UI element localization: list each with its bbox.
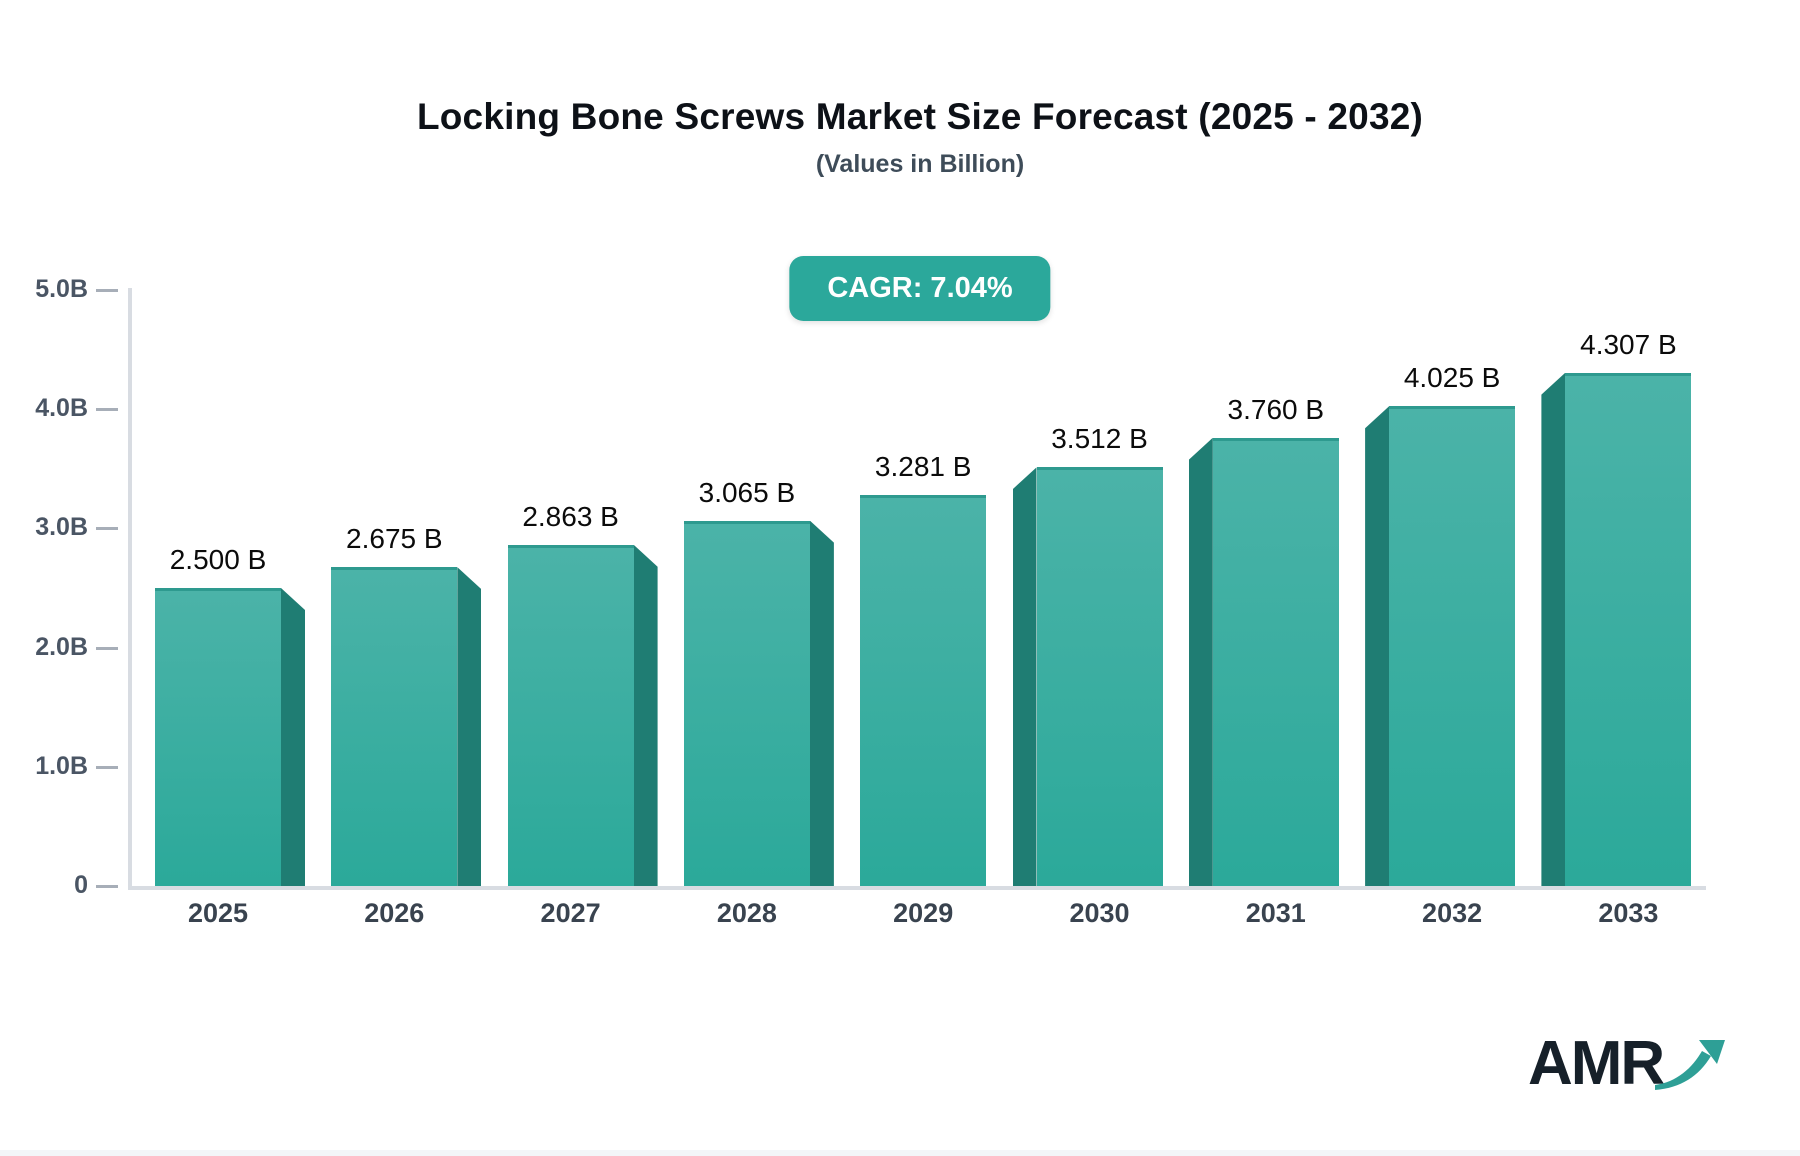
bar-3d-side <box>1012 467 1037 886</box>
bar-value-label: 3.760 B <box>1227 393 1325 425</box>
bar-value-label: 2.863 B <box>522 500 619 532</box>
bar-value-label: 3.512 B <box>1051 423 1148 455</box>
x-axis-label: 2031 <box>1245 898 1306 928</box>
bar-value-label: 2.675 B <box>346 523 443 555</box>
bar-value-label: 3.281 B <box>874 450 972 482</box>
y-tick-label: 2.0B <box>35 632 88 661</box>
bar-3d-side <box>809 520 834 886</box>
bar <box>1036 467 1163 886</box>
y-tick-mark <box>96 885 118 888</box>
y-tick-label: 3.0B <box>35 513 88 542</box>
y-tick-mark <box>96 765 118 769</box>
y-tick-label: 1.0B <box>35 751 88 780</box>
x-axis-label: 2028 <box>716 898 777 928</box>
y-tick-mark <box>96 408 118 412</box>
page-bottom-edge <box>0 1150 1800 1156</box>
bar <box>1212 437 1339 886</box>
bar-value-label: 3.065 B <box>698 476 796 508</box>
x-axis-label: 2029 <box>893 898 954 928</box>
growth-arrow-icon <box>1655 1040 1726 1090</box>
bar-3d-side <box>1365 406 1390 886</box>
bar <box>1389 406 1516 886</box>
bar <box>1565 372 1692 886</box>
y-axis-line <box>128 288 132 890</box>
cagr-badge: CAGR: 7.04% <box>789 256 1051 321</box>
bar <box>331 567 458 886</box>
bar <box>507 544 634 886</box>
y-tick-label: 5.0B <box>35 275 88 303</box>
bar <box>683 520 810 886</box>
bar <box>860 494 987 886</box>
x-axis-label: 2030 <box>1069 898 1130 928</box>
x-axis-label: 2033 <box>1598 898 1659 928</box>
x-axis-line <box>128 886 1706 890</box>
x-axis-label: 2027 <box>540 898 601 928</box>
x-axis-label: 2026 <box>364 898 425 928</box>
y-tick-label: 0 <box>74 871 88 899</box>
amr-logo: AMR <box>1528 1032 1727 1098</box>
amr-logo-text: AMR <box>1528 1029 1665 1098</box>
x-axis-label: 2025 <box>187 898 249 928</box>
bar-value-label: 4.025 B <box>1403 362 1501 394</box>
bar-3d-side <box>633 544 658 886</box>
y-tick-mark <box>96 646 118 650</box>
y-tick-mark <box>96 289 118 292</box>
bar-value-label: 2.500 B <box>169 544 267 575</box>
bar-3d-side <box>457 567 482 886</box>
bar <box>155 588 281 886</box>
chart-title: Locking Bone Screws Market Size Forecast… <box>416 96 1424 137</box>
bar-3d-side <box>1541 372 1566 886</box>
bar-3d-side <box>281 588 305 886</box>
x-axis-label: 2032 <box>1422 898 1483 928</box>
y-tick-mark <box>96 527 118 531</box>
bar-value-label: 4.307 B <box>1580 328 1677 360</box>
y-tick-label: 4.0B <box>35 394 88 423</box>
chart-subtitle: (Values in Billion) <box>815 150 1025 178</box>
bar-3d-side <box>1188 437 1213 886</box>
